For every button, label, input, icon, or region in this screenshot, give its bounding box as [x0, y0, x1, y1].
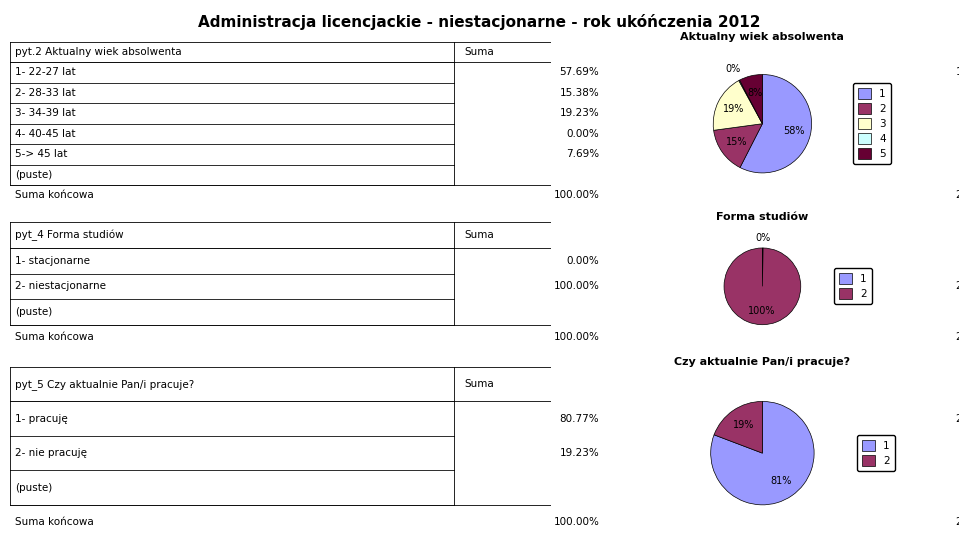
Text: 2- nie pracuję: 2- nie pracuję: [15, 448, 87, 458]
Text: Suma końcowa: Suma końcowa: [15, 191, 94, 201]
Text: pyt.2 Aktualny wiek absolwenta: pyt.2 Aktualny wiek absolwenta: [15, 47, 181, 57]
Wedge shape: [711, 401, 814, 505]
Text: 81%: 81%: [771, 476, 792, 486]
Wedge shape: [713, 81, 762, 130]
Text: 100.00%: 100.00%: [553, 332, 599, 342]
Text: 57.69%: 57.69%: [560, 67, 599, 77]
Text: Suma końcowa: Suma końcowa: [15, 332, 94, 342]
Text: (puste): (puste): [15, 307, 52, 317]
Text: 100%: 100%: [748, 306, 776, 316]
Wedge shape: [713, 123, 762, 167]
Text: Suma: Suma: [465, 230, 495, 240]
Text: pyt_5 Czy aktualnie Pan/i pracuje?: pyt_5 Czy aktualnie Pan/i pracuje?: [15, 379, 195, 390]
Text: 1- stacjonarne: 1- stacjonarne: [15, 256, 90, 266]
Text: 19%: 19%: [733, 420, 754, 430]
Text: 8%: 8%: [747, 88, 762, 98]
Text: 100.00%: 100.00%: [553, 191, 599, 201]
Text: 15: 15: [955, 67, 959, 77]
Text: 80.77%: 80.77%: [560, 414, 599, 424]
Text: 2- 28-33 lat: 2- 28-33 lat: [15, 88, 76, 98]
Wedge shape: [714, 401, 762, 453]
Text: 19.23%: 19.23%: [560, 448, 599, 458]
Text: (puste): (puste): [15, 170, 52, 180]
Text: 100.00%: 100.00%: [553, 281, 599, 291]
Text: 0%: 0%: [726, 64, 741, 75]
Text: 0.00%: 0.00%: [567, 129, 599, 139]
Legend: 1, 2, 3, 4, 5: 1, 2, 3, 4, 5: [853, 83, 891, 165]
Text: pyt_4 Forma studiów: pyt_4 Forma studiów: [15, 230, 124, 241]
Text: Suma: Suma: [465, 379, 495, 389]
Text: Suma końcowa: Suma końcowa: [15, 517, 94, 527]
Text: 5-> 45 lat: 5-> 45 lat: [15, 150, 67, 160]
Text: 19.23%: 19.23%: [560, 108, 599, 118]
Text: 0.00%: 0.00%: [567, 256, 599, 266]
Text: 1- pracuję: 1- pracuję: [15, 414, 68, 424]
Title: Forma studiów: Forma studiów: [716, 212, 808, 222]
Text: 100.00%: 100.00%: [553, 517, 599, 527]
Text: 3- 34-39 lat: 3- 34-39 lat: [15, 108, 76, 118]
Legend: 1, 2: 1, 2: [834, 268, 872, 305]
Wedge shape: [739, 75, 762, 123]
Text: 21: 21: [955, 414, 959, 424]
Text: 26: 26: [955, 332, 959, 342]
Text: 19%: 19%: [723, 105, 744, 115]
Text: 4- 40-45 lat: 4- 40-45 lat: [15, 129, 76, 139]
Text: 15.38%: 15.38%: [560, 88, 599, 98]
Text: 0%: 0%: [756, 234, 770, 244]
Wedge shape: [724, 248, 801, 325]
Text: (puste): (puste): [15, 483, 52, 493]
Wedge shape: [738, 80, 762, 123]
Text: 15%: 15%: [726, 137, 747, 147]
Text: 26: 26: [955, 191, 959, 201]
Text: Administracja licencjackie - niestacjonarne - rok ukóńczenia 2012: Administracja licencjackie - niestacjona…: [199, 14, 760, 30]
Text: 26: 26: [955, 517, 959, 527]
Wedge shape: [740, 75, 811, 173]
Legend: 1, 2: 1, 2: [857, 435, 895, 471]
Text: 2- niestacjonarne: 2- niestacjonarne: [15, 281, 106, 291]
Text: 7.69%: 7.69%: [566, 150, 599, 160]
Text: 26: 26: [955, 281, 959, 291]
Title: Aktualny wiek absolwenta: Aktualny wiek absolwenta: [681, 32, 844, 42]
Text: 58%: 58%: [783, 126, 805, 136]
Title: Czy aktualnie Pan/i pracuje?: Czy aktualnie Pan/i pracuje?: [674, 357, 851, 367]
Text: Suma: Suma: [465, 47, 495, 57]
Text: 1- 22-27 lat: 1- 22-27 lat: [15, 67, 76, 77]
